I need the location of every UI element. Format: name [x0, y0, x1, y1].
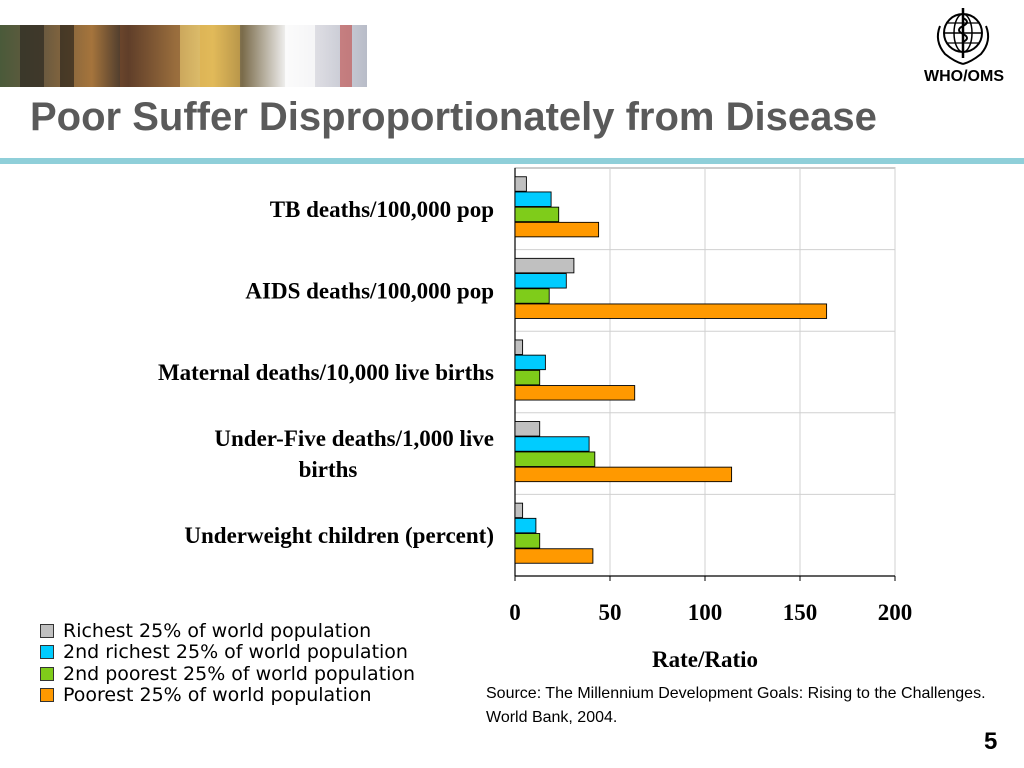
- bar: [514, 466, 733, 483]
- x-tick-label: 150: [783, 600, 818, 625]
- bar: [514, 273, 567, 289]
- legend-item: 2nd richest 25% of world population: [40, 641, 415, 664]
- header-photo-strip: [0, 25, 367, 87]
- bar: [514, 421, 541, 437]
- source-citation: Source: The Millennium Development Goals…: [486, 685, 986, 726]
- legend-swatch: [40, 645, 54, 660]
- bar: [514, 257, 575, 274]
- bar: [514, 385, 636, 401]
- chart-legend: Richest 25% of world population 2nd riche…: [40, 620, 415, 706]
- x-tick-label: 50: [599, 600, 622, 625]
- legend-swatch: [40, 666, 54, 681]
- bar: [514, 339, 524, 355]
- category-label: AIDS deaths/100,000 pop: [245, 278, 494, 303]
- x-tick-label: 0: [509, 600, 521, 625]
- bar: [514, 176, 527, 192]
- category-label: Underweight children (percent): [184, 523, 494, 548]
- legend-swatch: [40, 688, 54, 703]
- legend-swatch: [40, 623, 54, 638]
- bar: [514, 548, 594, 564]
- logo-text: WHO/OMS: [924, 68, 1004, 85]
- legend-label: 2nd poorest 25% of world population: [63, 662, 416, 685]
- x-tick-label: 200: [878, 600, 913, 625]
- legend-item: Richest 25% of world population: [40, 620, 415, 642]
- legend-item: Poorest 25% of world population: [40, 684, 415, 707]
- page-number: 5: [984, 728, 998, 755]
- bar: [514, 502, 524, 519]
- x-axis-title: Rate/Ratio: [652, 647, 758, 672]
- category-label: births: [299, 457, 358, 482]
- legend-label: Poorest 25% of world population: [63, 684, 372, 707]
- bar: [514, 288, 550, 304]
- who-emblem-icon: [936, 8, 990, 65]
- bar: [514, 206, 560, 223]
- x-tick-label: 100: [688, 600, 723, 625]
- category-label: Under-Five deaths/1,000 live: [214, 426, 494, 451]
- bar-chart: TB deaths/100,000 pop AIDS deaths/100,000…: [158, 167, 913, 672]
- bar: [514, 533, 541, 549]
- bar: [514, 354, 546, 371]
- page-title: Poor Suffer Disproportionately from Dise…: [30, 95, 877, 139]
- title-divider: [0, 158, 1024, 164]
- bar: [514, 221, 600, 238]
- legend-item: 2nd poorest 25% of world population: [40, 663, 415, 685]
- legend-label: 2nd richest 25% of world population: [63, 641, 408, 664]
- bar: [514, 436, 590, 452]
- bar: [514, 451, 596, 467]
- bar: [514, 303, 828, 319]
- bar: [514, 369, 541, 386]
- bar: [514, 517, 537, 534]
- legend-label: Richest 25% of world population: [63, 619, 372, 642]
- category-label: TB deaths/100,000 pop: [270, 197, 494, 222]
- category-label: Maternal deaths/10,000 live births: [158, 360, 494, 385]
- bar: [514, 191, 552, 207]
